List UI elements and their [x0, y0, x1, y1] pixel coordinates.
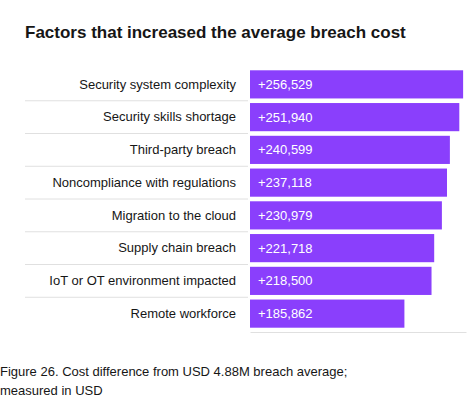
- row-separators: [25, 101, 248, 298]
- y-tick: Third-party breach: [130, 142, 236, 157]
- chart: Factors that increased the average breac…: [0, 0, 473, 356]
- y-tick: IoT or OT environment impacted: [49, 273, 236, 288]
- data-label: +240,599: [258, 142, 313, 157]
- x-axis-line: [251, 332, 467, 333]
- row-separator: [25, 133, 248, 134]
- y-tick: Migration to the cloud: [112, 208, 236, 223]
- data-label: +218,500: [258, 273, 313, 288]
- bar: [250, 70, 463, 98]
- row-separator: [25, 166, 248, 167]
- bar: [250, 103, 459, 131]
- row-separator: [25, 231, 248, 232]
- data-label: +221,718: [258, 241, 313, 256]
- y-tick-label: IoT or OT environment impacted: [49, 273, 236, 288]
- chart-title: Factors that increased the average breac…: [25, 23, 406, 42]
- caption: Figure 26. Cost difference from USD 4.88…: [0, 362, 390, 400]
- row-separator: [25, 199, 248, 200]
- row-separator: [25, 297, 248, 298]
- bar: [250, 300, 404, 328]
- y-tick-label: Migration to the cloud: [112, 208, 236, 223]
- row-separator: [25, 100, 248, 101]
- y-tick-label: Remote workforce: [131, 306, 236, 321]
- y-tick: Remote workforce: [131, 306, 236, 321]
- data-label: +251,940: [258, 110, 313, 125]
- bars: [250, 70, 463, 327]
- x-axis: [251, 332, 467, 333]
- y-tick: Security skills shortage: [103, 109, 236, 124]
- row-separator: [25, 264, 248, 265]
- bar: [250, 169, 447, 197]
- y-tick-label: Noncompliance with regulations: [52, 175, 236, 190]
- data-label: +185,862: [258, 306, 313, 321]
- y-tick-label: Third-party breach: [130, 142, 236, 157]
- y-tick-label: Security system complexity: [79, 77, 236, 92]
- bar: [250, 267, 432, 295]
- data-labels: +256,529 +251,940 +240,599 +237,118 +230,979…: [258, 77, 313, 321]
- data-label: +256,529: [258, 77, 313, 92]
- y-tick: Security system complexity: [79, 77, 236, 92]
- bar: [250, 234, 434, 262]
- bar: [250, 201, 442, 229]
- y-axis: Security system complexity Security skill…: [49, 77, 236, 321]
- y-tick-label: Supply chain breach: [118, 240, 236, 255]
- y-tick-label: Security skills shortage: [103, 109, 236, 124]
- data-label: +237,118: [258, 175, 312, 190]
- y-tick: Supply chain breach: [118, 240, 236, 255]
- y-tick: Noncompliance with regulations: [52, 175, 236, 190]
- bar: [250, 136, 450, 164]
- data-label: +230,979: [258, 208, 313, 223]
